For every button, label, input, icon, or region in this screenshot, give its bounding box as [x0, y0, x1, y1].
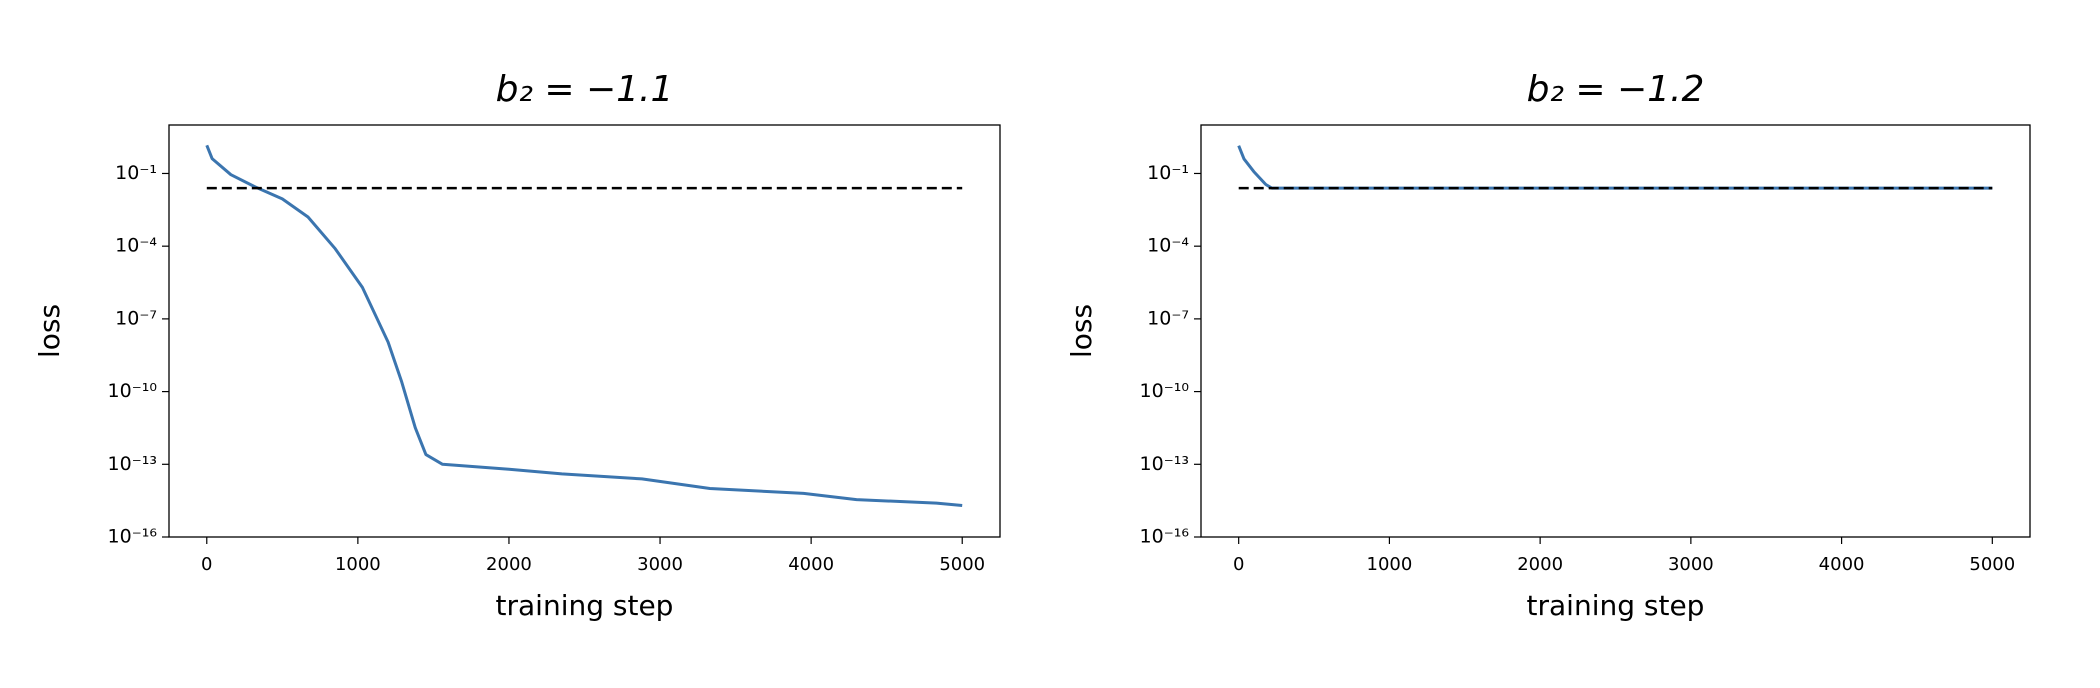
x-tick-label: 1000 [1367, 554, 1413, 575]
y-tick-label: 10⁻¹⁰ [108, 380, 157, 402]
x-tick-label: 5000 [1969, 554, 2015, 575]
y-tick-label: 10⁻¹⁶ [1140, 526, 1189, 548]
y-tick-label: 10⁻¹³ [1140, 453, 1189, 475]
loss-line [205, 144, 963, 507]
chart-title: b₂ = −1.2 [1527, 69, 1705, 110]
y-tick-label: 10⁻⁴ [1147, 235, 1189, 257]
y-tick-label: 10⁻⁴ [115, 235, 157, 257]
x-tick-label: 0 [1233, 554, 1244, 575]
plot-frame [1200, 124, 2031, 538]
x-tick-label: 0 [201, 554, 212, 575]
x-tick-label: 5000 [939, 554, 985, 575]
y-axis-label: loss [33, 304, 66, 358]
x-axis-label: training step [1527, 589, 1705, 622]
y-tick-label: 10⁻¹⁶ [108, 526, 157, 548]
x-axis-label: training step [496, 589, 674, 622]
y-tick-label: 10⁻¹ [1147, 162, 1189, 184]
x-tick-label: 4000 [788, 554, 834, 575]
chart-title: b₂ = −1.1 [496, 69, 674, 110]
x-tick-label: 3000 [637, 554, 683, 575]
x-tick-label: 3000 [1668, 554, 1714, 575]
y-tick-label: 10⁻¹³ [108, 453, 157, 475]
y-tick-label: 10⁻⁷ [115, 307, 157, 329]
x-tick-label: 2000 [486, 554, 532, 575]
loss-line [1237, 145, 1993, 190]
y-tick-label: 10⁻⁷ [1147, 307, 1189, 329]
y-axis-label: loss [1065, 304, 1098, 358]
y-tick-label: 10⁻¹ [115, 162, 157, 184]
y-tick-label: 10⁻¹⁰ [1140, 380, 1189, 402]
plot-frame [168, 124, 1001, 538]
x-tick-label: 4000 [1819, 554, 1865, 575]
x-tick-label: 2000 [1517, 554, 1563, 575]
x-tick-label: 1000 [335, 554, 381, 575]
